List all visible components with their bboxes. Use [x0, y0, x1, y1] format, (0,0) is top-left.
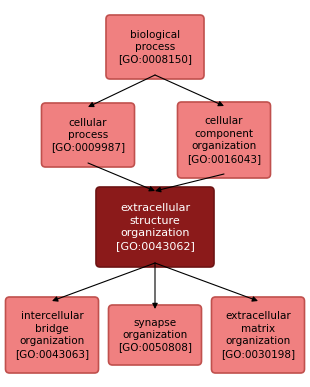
Text: intercellular
bridge
organization
[GO:0043063]: intercellular bridge organization [GO:00…	[15, 312, 89, 359]
FancyBboxPatch shape	[42, 103, 135, 167]
FancyBboxPatch shape	[211, 297, 304, 373]
FancyBboxPatch shape	[108, 305, 202, 365]
Text: synapse
organization
[GO:0050808]: synapse organization [GO:0050808]	[118, 318, 192, 353]
FancyBboxPatch shape	[106, 15, 204, 79]
FancyBboxPatch shape	[96, 187, 214, 267]
Text: extracellular
matrix
organization
[GO:0030198]: extracellular matrix organization [GO:00…	[221, 312, 295, 359]
FancyBboxPatch shape	[6, 297, 99, 373]
Text: cellular
component
organization
[GO:0016043]: cellular component organization [GO:0016…	[187, 116, 261, 164]
Text: biological
process
[GO:0008150]: biological process [GO:0008150]	[118, 29, 192, 64]
FancyBboxPatch shape	[178, 102, 271, 178]
Text: extracellular
structure
organization
[GO:0043062]: extracellular structure organization [GO…	[116, 204, 194, 251]
Text: cellular
process
[GO:0009987]: cellular process [GO:0009987]	[51, 118, 125, 152]
